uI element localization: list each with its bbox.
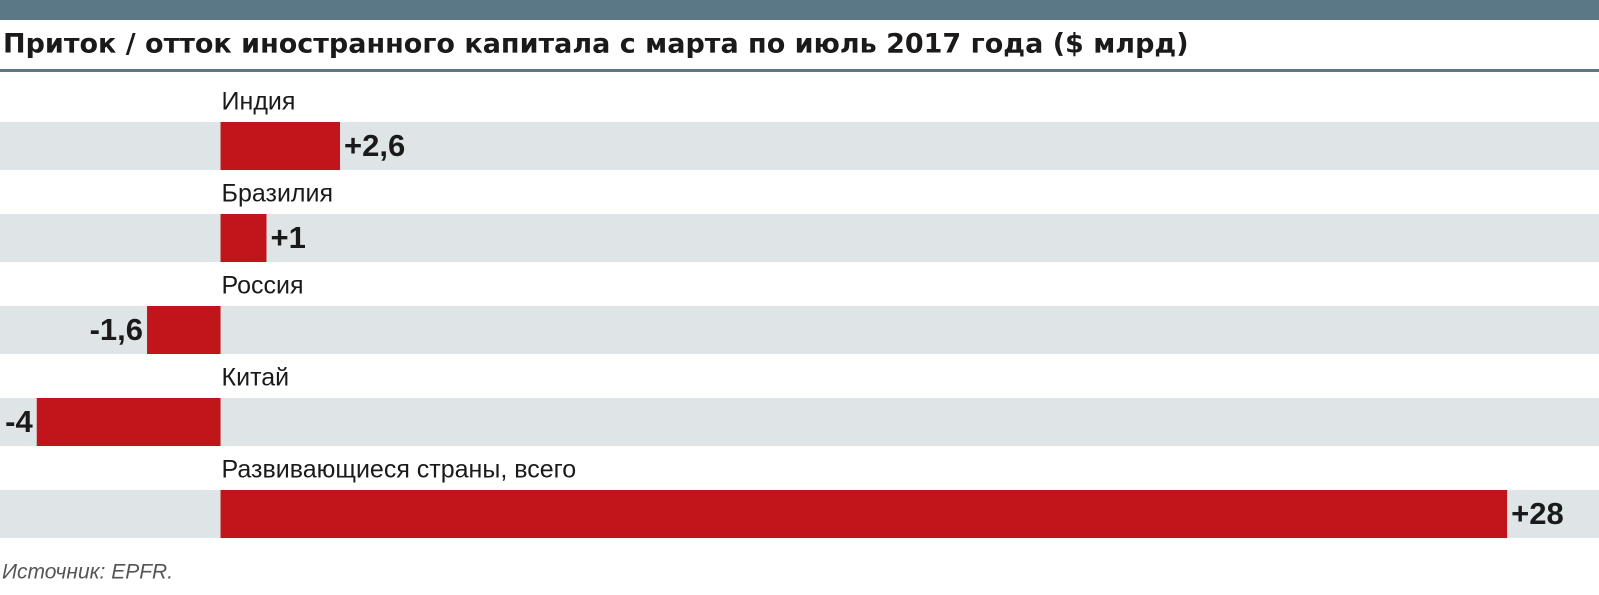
value-label: +2,6	[344, 128, 405, 163]
top-band	[0, 0, 1599, 20]
bar	[147, 306, 221, 354]
category-label: Индия	[222, 88, 296, 116]
value-label: -4	[5, 404, 33, 439]
value-label: +1	[271, 220, 306, 255]
value-label: -1,6	[90, 312, 143, 347]
chart-title: Приток / отток иностранного капитала с м…	[3, 29, 1189, 60]
category-label: Развивающиеся страны, всего	[222, 456, 577, 484]
bar	[36, 398, 221, 446]
bar	[220, 122, 341, 170]
row-band	[0, 398, 1599, 446]
category-label: Китай	[222, 364, 290, 392]
title-rule	[0, 69, 1599, 72]
category-label: Бразилия	[222, 180, 333, 208]
source-note: Источник: EPFR.	[2, 561, 173, 584]
bar	[220, 490, 1508, 538]
category-label: Россия	[222, 272, 304, 300]
bar	[220, 214, 267, 262]
row-band	[0, 306, 1599, 354]
value-label: +28	[1511, 496, 1564, 531]
